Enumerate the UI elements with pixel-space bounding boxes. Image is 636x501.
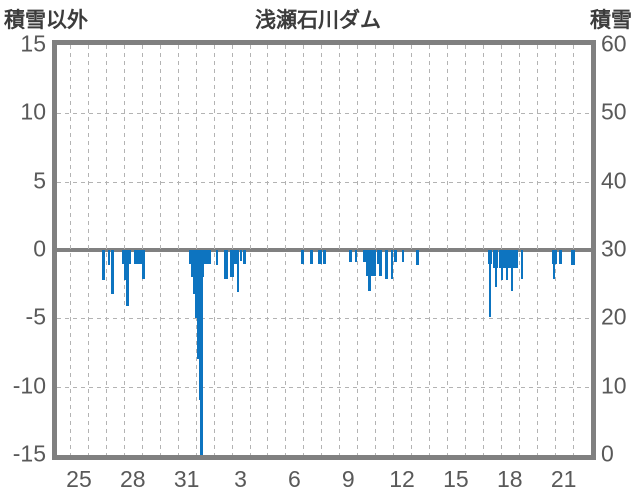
- right-axis-title: 積雪: [590, 9, 632, 32]
- y-tick-right: 20: [601, 303, 627, 330]
- bar: [215, 250, 219, 266]
- gridline-vertical: [464, 45, 466, 455]
- y-tick-left: -10: [12, 372, 46, 399]
- gridline-vertical: [105, 45, 107, 455]
- bar: [510, 250, 513, 291]
- gridline-vertical: [518, 45, 520, 455]
- bar: [349, 250, 353, 263]
- bar: [385, 250, 388, 279]
- y-tick-right: 40: [601, 167, 627, 194]
- bar: [240, 250, 243, 261]
- gridline-vertical: [70, 45, 71, 455]
- left-axis-title: 積雪以外: [4, 9, 88, 32]
- x-tick: 31: [173, 466, 200, 492]
- bar: [394, 250, 397, 263]
- bar: [559, 250, 562, 264]
- x-tick: 25: [66, 466, 92, 492]
- x-tick: 6: [287, 466, 301, 492]
- bar: [390, 250, 394, 279]
- bar: [111, 250, 114, 294]
- bar: [355, 250, 358, 263]
- gridline-vertical: [429, 45, 430, 455]
- y-tick-left: 0: [33, 235, 46, 262]
- plot-area: [57, 45, 591, 455]
- gridline-vertical: [482, 45, 484, 455]
- bar: [320, 250, 323, 264]
- gridline-vertical: [393, 45, 395, 455]
- bar: [200, 250, 204, 455]
- bar: [506, 250, 509, 281]
- bar: [416, 250, 419, 266]
- bar: [301, 250, 304, 264]
- bar: [323, 250, 326, 264]
- bar: [102, 250, 105, 281]
- x-tick: 28: [120, 466, 146, 492]
- chart-title: 浅瀬石川ダム: [255, 9, 381, 32]
- y-tick-right: 10: [601, 372, 627, 399]
- bar: [107, 250, 110, 266]
- y-tick-left: -5: [25, 303, 46, 330]
- bar: [520, 250, 524, 279]
- bar: [376, 250, 380, 264]
- gridline-vertical: [177, 45, 179, 455]
- gridline-vertical: [357, 45, 359, 455]
- gridline-horizontal: [57, 318, 591, 320]
- y-tick-right: 30: [601, 235, 627, 262]
- bar: [141, 250, 145, 279]
- gridline-vertical: [536, 45, 538, 455]
- bar: [500, 250, 519, 268]
- bar: [368, 250, 371, 291]
- bar: [401, 250, 405, 263]
- bar: [499, 250, 502, 268]
- gridline-vertical: [267, 45, 269, 455]
- x-tick: 18: [496, 466, 523, 492]
- bar: [379, 250, 382, 276]
- y-tick-left: 5: [33, 167, 46, 194]
- y-tick-right: 0: [601, 440, 614, 467]
- bar: [234, 250, 237, 264]
- gridline-vertical: [446, 45, 448, 455]
- bar: [363, 250, 366, 263]
- y-tick-left: 15: [20, 30, 46, 57]
- bar: [500, 250, 504, 281]
- x-tick: 3: [234, 466, 247, 492]
- bar: [126, 250, 129, 307]
- gridline-horizontal: [57, 386, 591, 388]
- x-tick: 9: [341, 466, 355, 492]
- y-tick-right: 50: [601, 98, 627, 125]
- gridline-vertical: [285, 45, 287, 455]
- bar: [124, 250, 127, 281]
- y-tick-left: -15: [12, 440, 46, 467]
- x-tick: 15: [443, 466, 469, 492]
- bar: [134, 250, 145, 264]
- bar: [243, 250, 246, 264]
- bar: [310, 250, 313, 264]
- gridline-vertical: [249, 45, 251, 455]
- x-tick: 12: [389, 466, 415, 492]
- gridline-vertical: [411, 45, 413, 455]
- bar: [208, 250, 211, 264]
- y-tick-left: 10: [20, 98, 46, 125]
- gridline-horizontal: [57, 113, 591, 115]
- gridline-vertical: [159, 45, 161, 455]
- bar: [495, 250, 497, 287]
- bar: [317, 250, 320, 264]
- y-tick-right: 60: [601, 30, 627, 57]
- bar: [229, 250, 234, 278]
- gridline-horizontal: [57, 181, 591, 183]
- bar: [553, 250, 556, 279]
- bar: [489, 250, 491, 317]
- gridline-vertical: [213, 45, 215, 455]
- bar: [571, 250, 575, 266]
- gridline-vertical: [87, 45, 89, 455]
- bar: [224, 250, 229, 279]
- x-tick: 21: [550, 466, 577, 492]
- bar: [366, 250, 376, 276]
- gridline-vertical: [339, 45, 341, 455]
- bar: [236, 250, 239, 293]
